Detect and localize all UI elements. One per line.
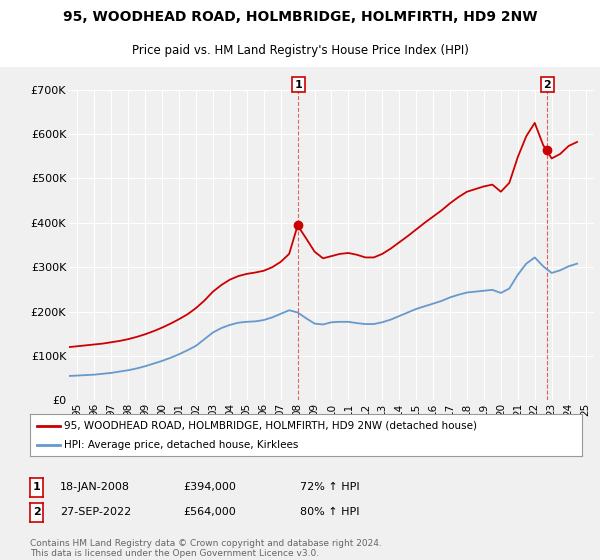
Text: Price paid vs. HM Land Registry's House Price Index (HPI): Price paid vs. HM Land Registry's House … [131, 44, 469, 57]
Text: 2: 2 [33, 507, 40, 517]
Text: 1: 1 [295, 80, 302, 90]
Text: £394,000: £394,000 [183, 482, 236, 492]
Text: Contains HM Land Registry data © Crown copyright and database right 2024.
This d: Contains HM Land Registry data © Crown c… [30, 539, 382, 558]
Text: 1: 1 [33, 482, 40, 492]
Text: 27-SEP-2022: 27-SEP-2022 [60, 507, 131, 517]
Text: 95, WOODHEAD ROAD, HOLMBRIDGE, HOLMFIRTH, HD9 2NW: 95, WOODHEAD ROAD, HOLMBRIDGE, HOLMFIRTH… [63, 10, 537, 24]
Text: 72% ↑ HPI: 72% ↑ HPI [300, 482, 359, 492]
Text: £564,000: £564,000 [183, 507, 236, 517]
Text: 18-JAN-2008: 18-JAN-2008 [60, 482, 130, 492]
Text: 80% ↑ HPI: 80% ↑ HPI [300, 507, 359, 517]
Text: 2: 2 [544, 80, 551, 90]
Text: 95, WOODHEAD ROAD, HOLMBRIDGE, HOLMFIRTH, HD9 2NW (detached house): 95, WOODHEAD ROAD, HOLMBRIDGE, HOLMFIRTH… [64, 421, 477, 431]
Text: HPI: Average price, detached house, Kirklees: HPI: Average price, detached house, Kirk… [64, 440, 299, 450]
